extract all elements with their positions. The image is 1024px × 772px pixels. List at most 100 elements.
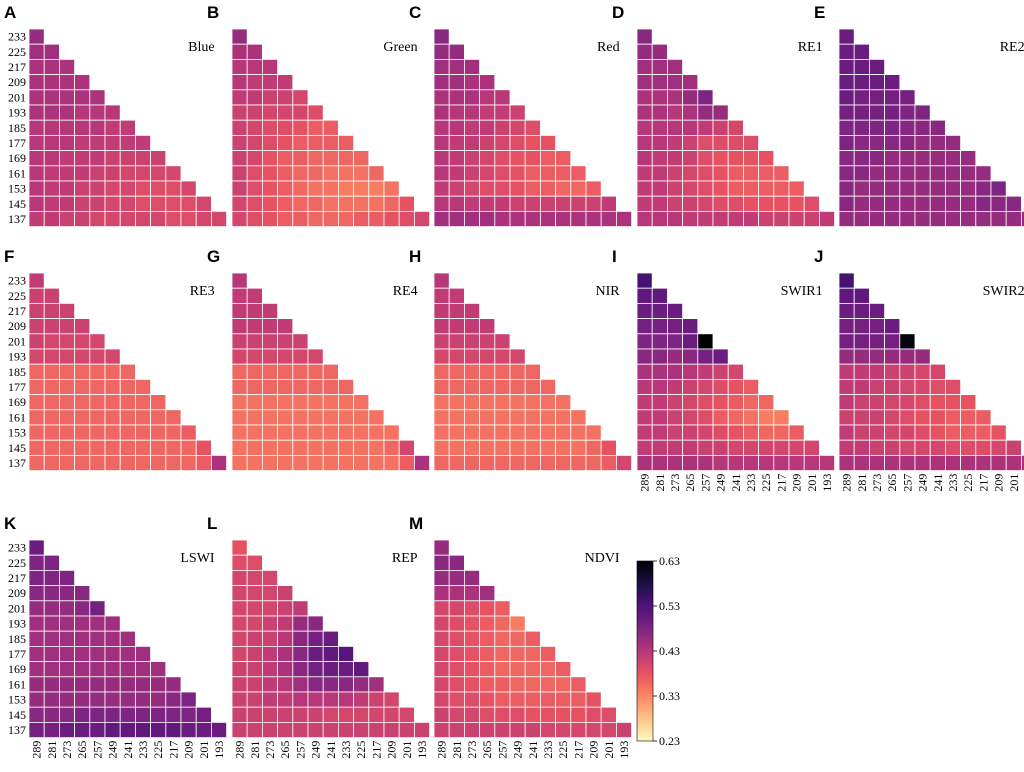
heatmap-cell [119,439,136,456]
heatmap-cell [353,661,370,678]
heatmap-cell [712,378,729,395]
heatmap-cell [322,439,339,456]
heatmap-cell [743,165,760,182]
heatmap-cell [59,74,76,91]
heatmap-cell [150,439,167,456]
heatmap-cell [231,348,248,365]
heatmap-cell [838,302,855,319]
heatmap-cell [277,89,294,106]
heatmap-cell [59,691,76,708]
heatmap-cell [463,706,480,723]
heatmap-cell [150,676,167,693]
col-tick-label: 249 [309,741,323,759]
heatmap-cell [667,454,684,471]
heatmap-cell [838,165,855,182]
heatmap-cell [479,585,496,602]
heatmap-cell [914,104,931,121]
row-tick-label: 217 [8,571,26,585]
col-tick-label: 201 [197,741,211,759]
heatmap-cell [353,454,370,471]
heatmap-cell [231,363,248,380]
heatmap-cell [337,691,354,708]
heatmap-cell [651,119,668,136]
heatmap-cell [74,165,91,182]
panel-title-re4: RE4 [393,284,418,299]
row-tick-label: 137 [8,723,26,737]
heatmap-cell [463,89,480,106]
heatmap-cell [322,630,339,647]
heatmap-cell [134,165,151,182]
heatmap-cell [353,706,370,723]
heatmap-cell [697,195,714,212]
heatmap-cell [463,378,480,395]
heatmap-cell [195,454,212,471]
heatmap-cell [74,676,91,693]
col-tick-label: 225 [151,741,165,759]
heatmap-cell [277,180,294,197]
heatmap-cell [28,600,45,617]
heatmap-cell [28,89,45,106]
heatmap-cell [585,424,602,441]
heatmap-cell [884,119,901,136]
heatmap-cell [555,424,572,441]
heatmap-cell [899,439,916,456]
heatmap-cell [743,394,760,411]
heatmap-cell [74,210,91,227]
heatmap-cell [246,333,263,350]
heatmap-cell [322,119,339,136]
heatmap-cell [899,454,916,471]
heatmap-cell [246,409,263,426]
heatmap-cell [929,439,946,456]
panel-title-green: Green [383,40,417,55]
col-tick-label: 257 [698,474,712,492]
heatmap-cell [292,210,309,227]
heatmap-cell [960,424,977,441]
heatmap-cell [337,439,354,456]
heatmap-cell [307,210,324,227]
heatmap-cell [960,409,977,426]
heatmap-cell [667,134,684,151]
heatmap-cell [337,195,354,212]
panel-title-nir: NIR [595,284,620,299]
col-tick-label: 217 [571,741,585,759]
heatmap-cell [150,722,167,739]
heatmap-cell [231,287,248,304]
heatmap-cell [636,28,653,45]
heatmap-cell [727,210,744,227]
heatmap-cell [697,210,714,227]
heatmap-cell [712,439,729,456]
heatmap-cell [383,691,400,708]
heatmap-cell [89,150,106,167]
heatmap-cell [479,348,496,365]
heatmap-cell [433,600,450,617]
heatmap-cell [448,630,465,647]
heatmap-cell [383,454,400,471]
heatmap-cell [945,150,962,167]
row-tick-label: 145 [8,441,26,455]
heatmap-cell [368,691,385,708]
col-tick-label: 217 [369,741,383,759]
heatmap-cell [463,722,480,739]
row-tick-label: 153 [8,426,26,440]
heatmap-cell [463,210,480,227]
panel-letter-red: C [409,3,421,22]
heatmap-cell [636,394,653,411]
heatmap-cell [743,409,760,426]
heatmap-cell [540,691,557,708]
heatmap-cell [819,210,836,227]
heatmap-cell [28,119,45,136]
heatmap-cell [600,722,617,739]
row-tick-label: 169 [8,395,26,409]
heatmap-cell [853,348,870,365]
heatmap-cell [292,165,309,182]
heatmap-cell [494,150,511,167]
heatmap-cell [838,195,855,212]
heatmap-cell [165,706,182,723]
heatmap-cell [479,691,496,708]
heatmap-cell [585,706,602,723]
heatmap-cell [869,74,886,91]
row-tick-label: 185 [8,121,26,135]
panel-letter-green: B [207,3,219,22]
heatmap-cell [899,210,916,227]
heatmap-cell [712,165,729,182]
